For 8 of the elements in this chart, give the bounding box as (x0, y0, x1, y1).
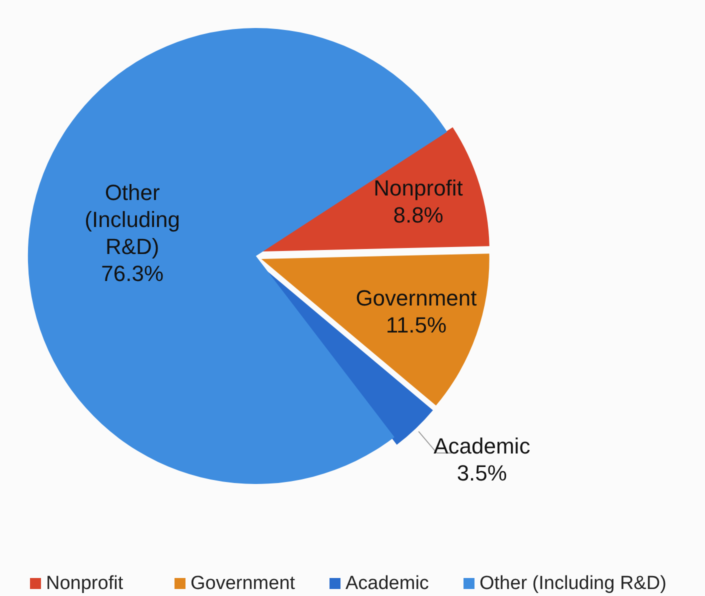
data-label: Academic 3.5% (434, 433, 530, 486)
data-label: Other (Including R&D) 76.3% (84, 180, 180, 286)
data-label: Government 11.5% (356, 286, 477, 338)
legend-label: Academic (346, 573, 429, 594)
data-label: Nonprofit 8.8% (374, 175, 463, 228)
legend-label: Nonprofit (46, 573, 124, 594)
legend-label: Government (190, 573, 296, 594)
legend-label: Other (Including R&D) (480, 573, 666, 594)
